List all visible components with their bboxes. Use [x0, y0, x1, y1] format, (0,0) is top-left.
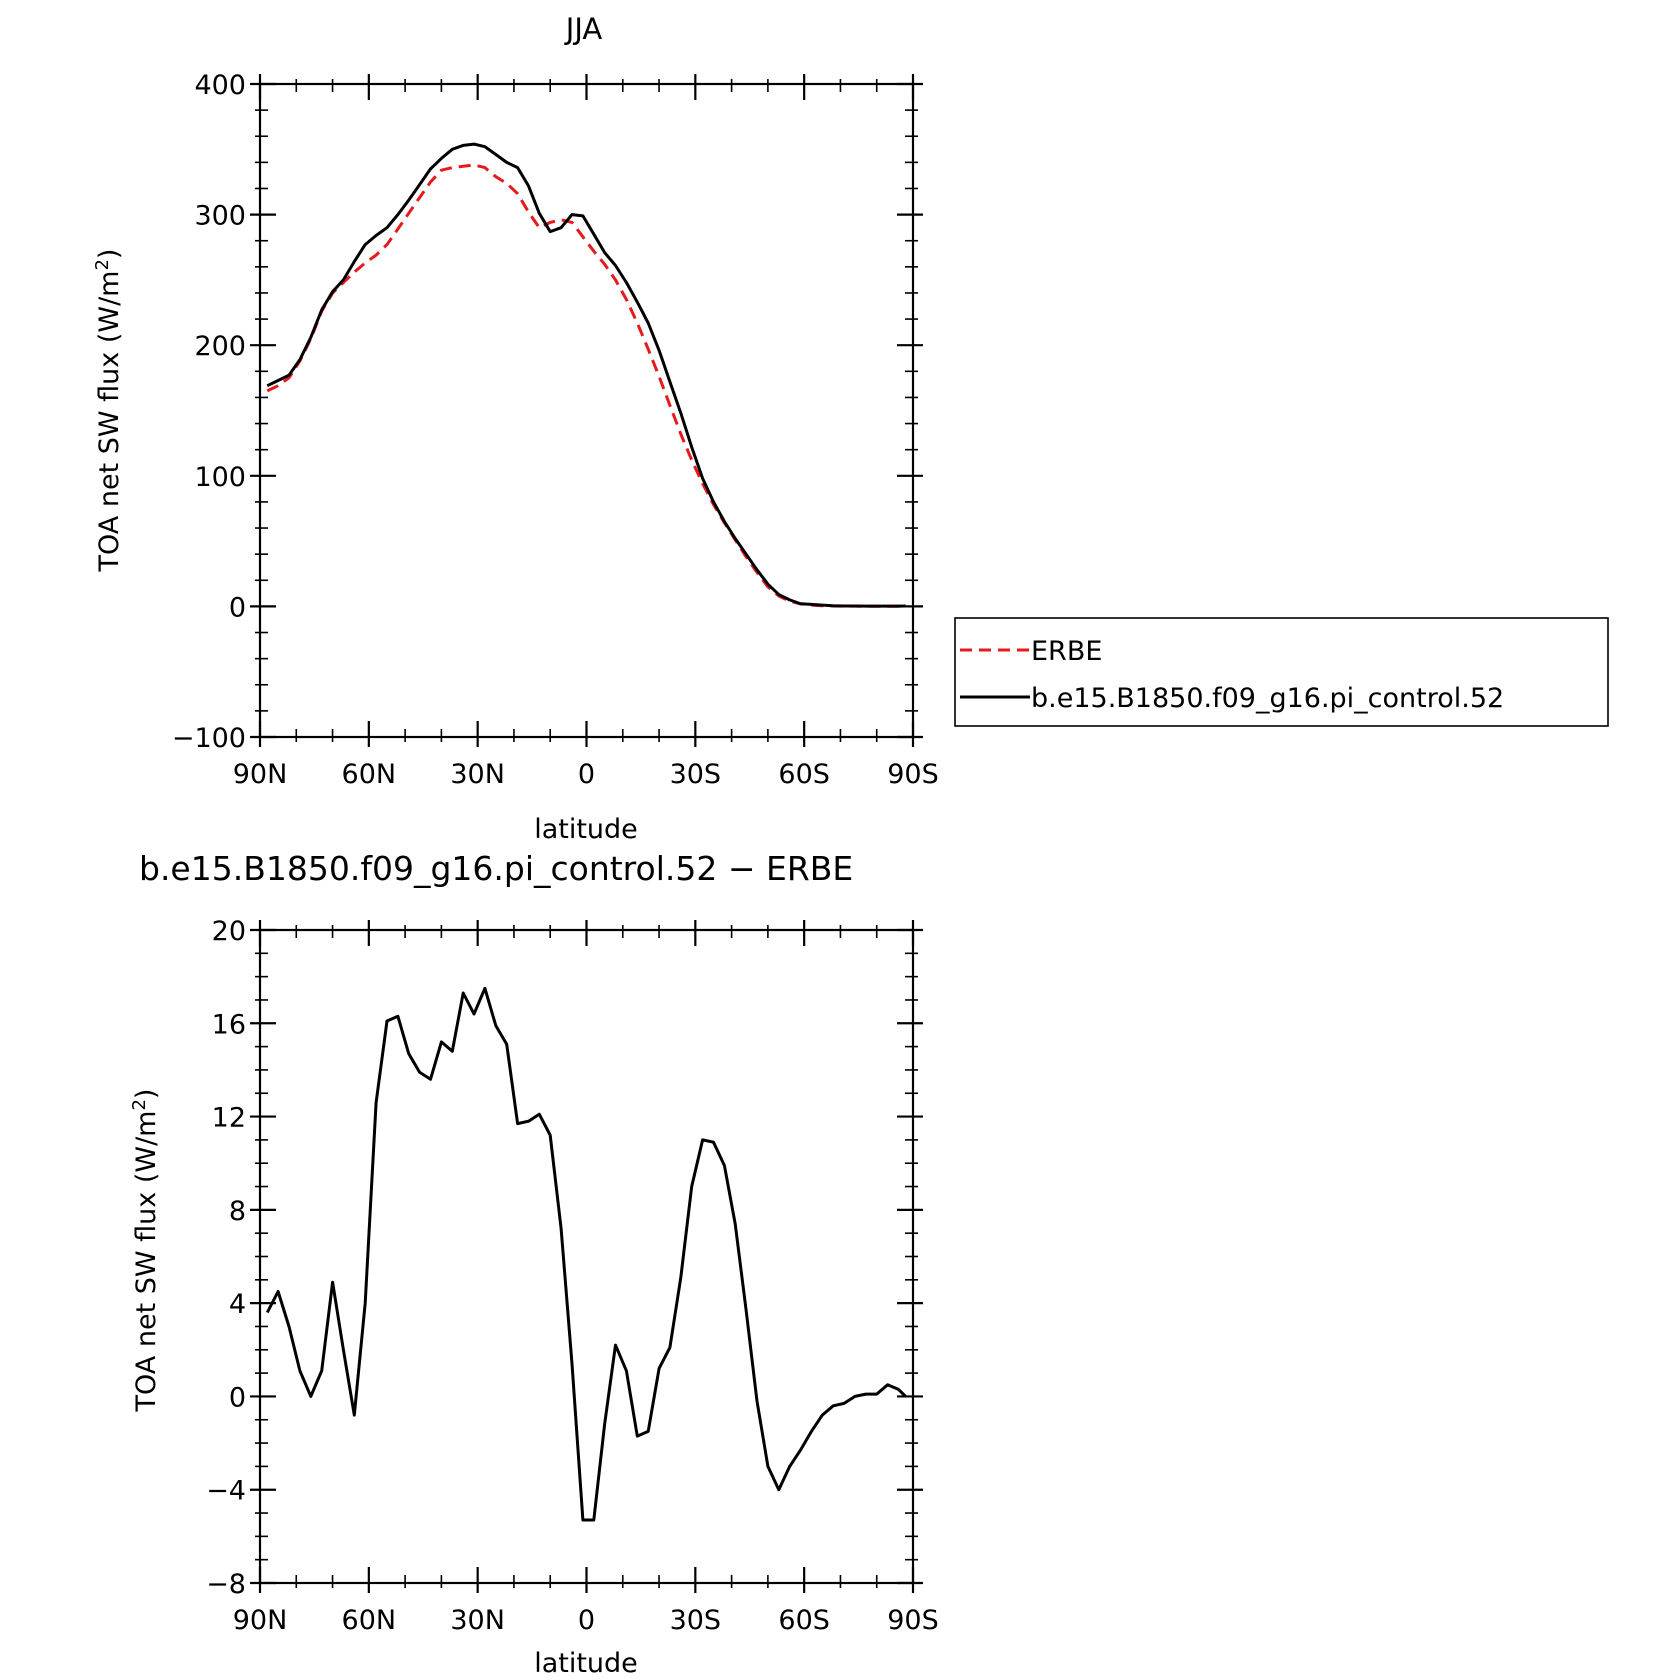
- bottom-x-tick-labels: 90N 60N 30N 0 30S 60S 90S: [233, 1605, 939, 1636]
- top-x-tick-labels: 90N 60N 30N 0 30S 60S 90S: [233, 759, 939, 790]
- top-x-tick-label: 0: [578, 759, 595, 790]
- bottom-x-tick-label: 90S: [887, 1605, 939, 1636]
- top-y-tick-label: 100: [194, 462, 246, 493]
- top-y-tick-label: 300: [194, 201, 246, 232]
- bottom-chart-title: b.e15.B1850.f09_g16.pi_control.52 − ERBE: [139, 849, 853, 888]
- top-y-tick-labels: −100 0 100 200 300 400: [172, 70, 246, 754]
- bottom-y-tick-label: −8: [206, 1569, 246, 1600]
- bottom-series: [265, 986, 907, 1522]
- top-y-axis-label-main: TOA net SW flux (W/m: [94, 271, 125, 573]
- bottom-x-tick-label: 60N: [342, 1605, 397, 1636]
- top-y-axis-label-close: ): [94, 249, 125, 260]
- bottom-y-axis-label-close: ): [131, 1089, 162, 1100]
- bottom-y-tick-label: 4: [229, 1289, 246, 1320]
- bottom-y-axis-label: TOA net SW flux (W/m2): [129, 1089, 162, 1413]
- bottom-y-tick-label: 12: [212, 1103, 246, 1134]
- top-x-axis-label: latitude: [534, 814, 638, 845]
- bottom-y-tick-label: −4: [206, 1476, 246, 1507]
- bottom-y-tick-label: 16: [212, 1009, 246, 1040]
- bottom-y-tick-labels: −8 −4 0 4 8 12 16 20: [206, 916, 246, 1600]
- top-x-tick-label: 30S: [670, 759, 722, 790]
- bottom-panel: b.e15.B1850.f09_g16.pi_control.52 − ERBE…: [129, 849, 939, 1679]
- series-line-difference: [265, 986, 907, 1522]
- top-x-tick-label: 60S: [778, 759, 830, 790]
- bottom-axis-ticks: [250, 920, 923, 1593]
- top-x-tick-label: 90S: [887, 759, 939, 790]
- series-line-model: [266, 142, 906, 608]
- top-x-tick-label: 60N: [342, 759, 397, 790]
- bottom-y-axis-label-main: TOA net SW flux (W/m: [131, 1111, 162, 1413]
- legend-label-model: b.e15.B1850.f09_g16.pi_control.52: [1031, 683, 1504, 714]
- top-series: [266, 142, 906, 608]
- top-y-axis-label-sup: 2: [92, 259, 113, 270]
- legend: ERBE b.e15.B1850.f09_g16.pi_control.52: [954, 617, 1609, 727]
- top-y-tick-label: 0: [229, 592, 246, 623]
- bottom-x-tick-label: 30N: [450, 1605, 505, 1636]
- top-y-tick-label: −100: [172, 723, 246, 754]
- top-chart-title: JJA: [564, 12, 603, 46]
- top-y-tick-label: 400: [194, 70, 246, 101]
- series-line-erbe: [266, 163, 906, 608]
- top-y-tick-label: 200: [194, 331, 246, 362]
- top-x-tick-label: 30N: [450, 759, 505, 790]
- bottom-x-axis-label: latitude: [534, 1648, 638, 1679]
- top-plot-frame: [258, 82, 915, 739]
- top-x-tick-label: 90N: [233, 759, 288, 790]
- bottom-x-tick-label: 90N: [233, 1605, 288, 1636]
- bottom-x-tick-label: 30S: [670, 1605, 722, 1636]
- top-panel: JJA 90N 60N 30N 0 30S 60S 90S −100 0 100…: [92, 12, 1609, 845]
- bottom-y-tick-label: 8: [229, 1196, 246, 1227]
- bottom-plot-frame: [258, 928, 915, 1585]
- top-y-axis-label: TOA net SW flux (W/m2): [92, 249, 125, 573]
- legend-box: [954, 617, 1609, 727]
- legend-label-erbe: ERBE: [1031, 636, 1102, 667]
- bottom-x-tick-label: 60S: [778, 1605, 830, 1636]
- bottom-x-tick-label: 0: [578, 1605, 595, 1636]
- bottom-y-tick-label: 0: [229, 1382, 246, 1413]
- top-axis-ticks: [250, 74, 923, 747]
- bottom-y-axis-label-sup: 2: [129, 1099, 150, 1110]
- bottom-y-tick-label: 20: [212, 916, 246, 947]
